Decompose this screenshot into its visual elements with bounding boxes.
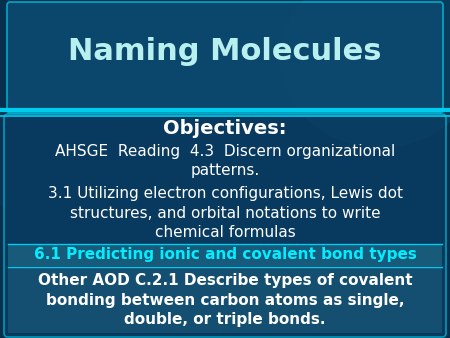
Text: 3.1 Utilizing electron configurations, Lewis dot
structures, and orbital notatio: 3.1 Utilizing electron configurations, L…: [48, 186, 402, 240]
FancyBboxPatch shape: [7, 2, 443, 113]
Text: Objectives:: Objectives:: [163, 119, 287, 138]
FancyBboxPatch shape: [4, 114, 446, 337]
Bar: [8, 244, 442, 266]
Bar: [8, 267, 442, 333]
Text: Naming Molecules: Naming Molecules: [68, 38, 382, 67]
Ellipse shape: [210, 198, 390, 318]
Text: Other AOD C.2.1 Describe types of covalent
bonding between carbon atoms as singl: Other AOD C.2.1 Describe types of covale…: [38, 273, 412, 327]
Ellipse shape: [0, 88, 140, 228]
Ellipse shape: [280, 0, 450, 148]
Text: AHSGE  Reading  4.3  Discern organizational
patterns.: AHSGE Reading 4.3 Discern organizational…: [55, 144, 395, 178]
Text: 6.1 Predicting ionic and covalent bond types: 6.1 Predicting ionic and covalent bond t…: [34, 247, 416, 263]
